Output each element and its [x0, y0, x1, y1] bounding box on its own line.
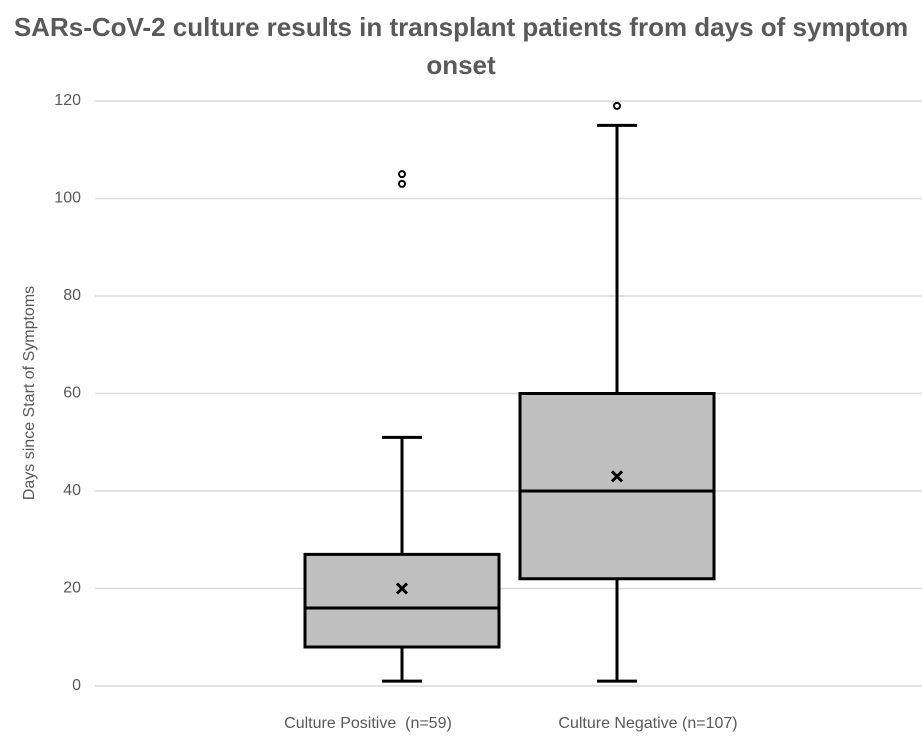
outlier [398, 170, 406, 179]
outlier [398, 179, 406, 188]
y-axis-label: Days since Start of Symptoms [21, 286, 38, 500]
chart-title: SARs-CoV-2 culture results in transplant… [13, 12, 909, 80]
x-tick-label: Culture Positive (n=59) [284, 715, 452, 732]
y-tick-label: 120 [54, 92, 81, 109]
mean-marker [395, 582, 409, 595]
box [518, 392, 716, 581]
box [303, 552, 501, 649]
y-tick-label: 20 [63, 580, 81, 597]
y-tick-label: 100 [54, 190, 81, 207]
y-tick-label: 0 [72, 677, 81, 694]
y-tick-label: 80 [63, 287, 81, 304]
x-tick-label: Culture Negative (n=107) [558, 715, 737, 732]
mean-marker [610, 470, 624, 483]
y-tick-label: 40 [63, 482, 81, 499]
outlier [613, 101, 621, 110]
y-tick-label: 60 [63, 385, 81, 402]
